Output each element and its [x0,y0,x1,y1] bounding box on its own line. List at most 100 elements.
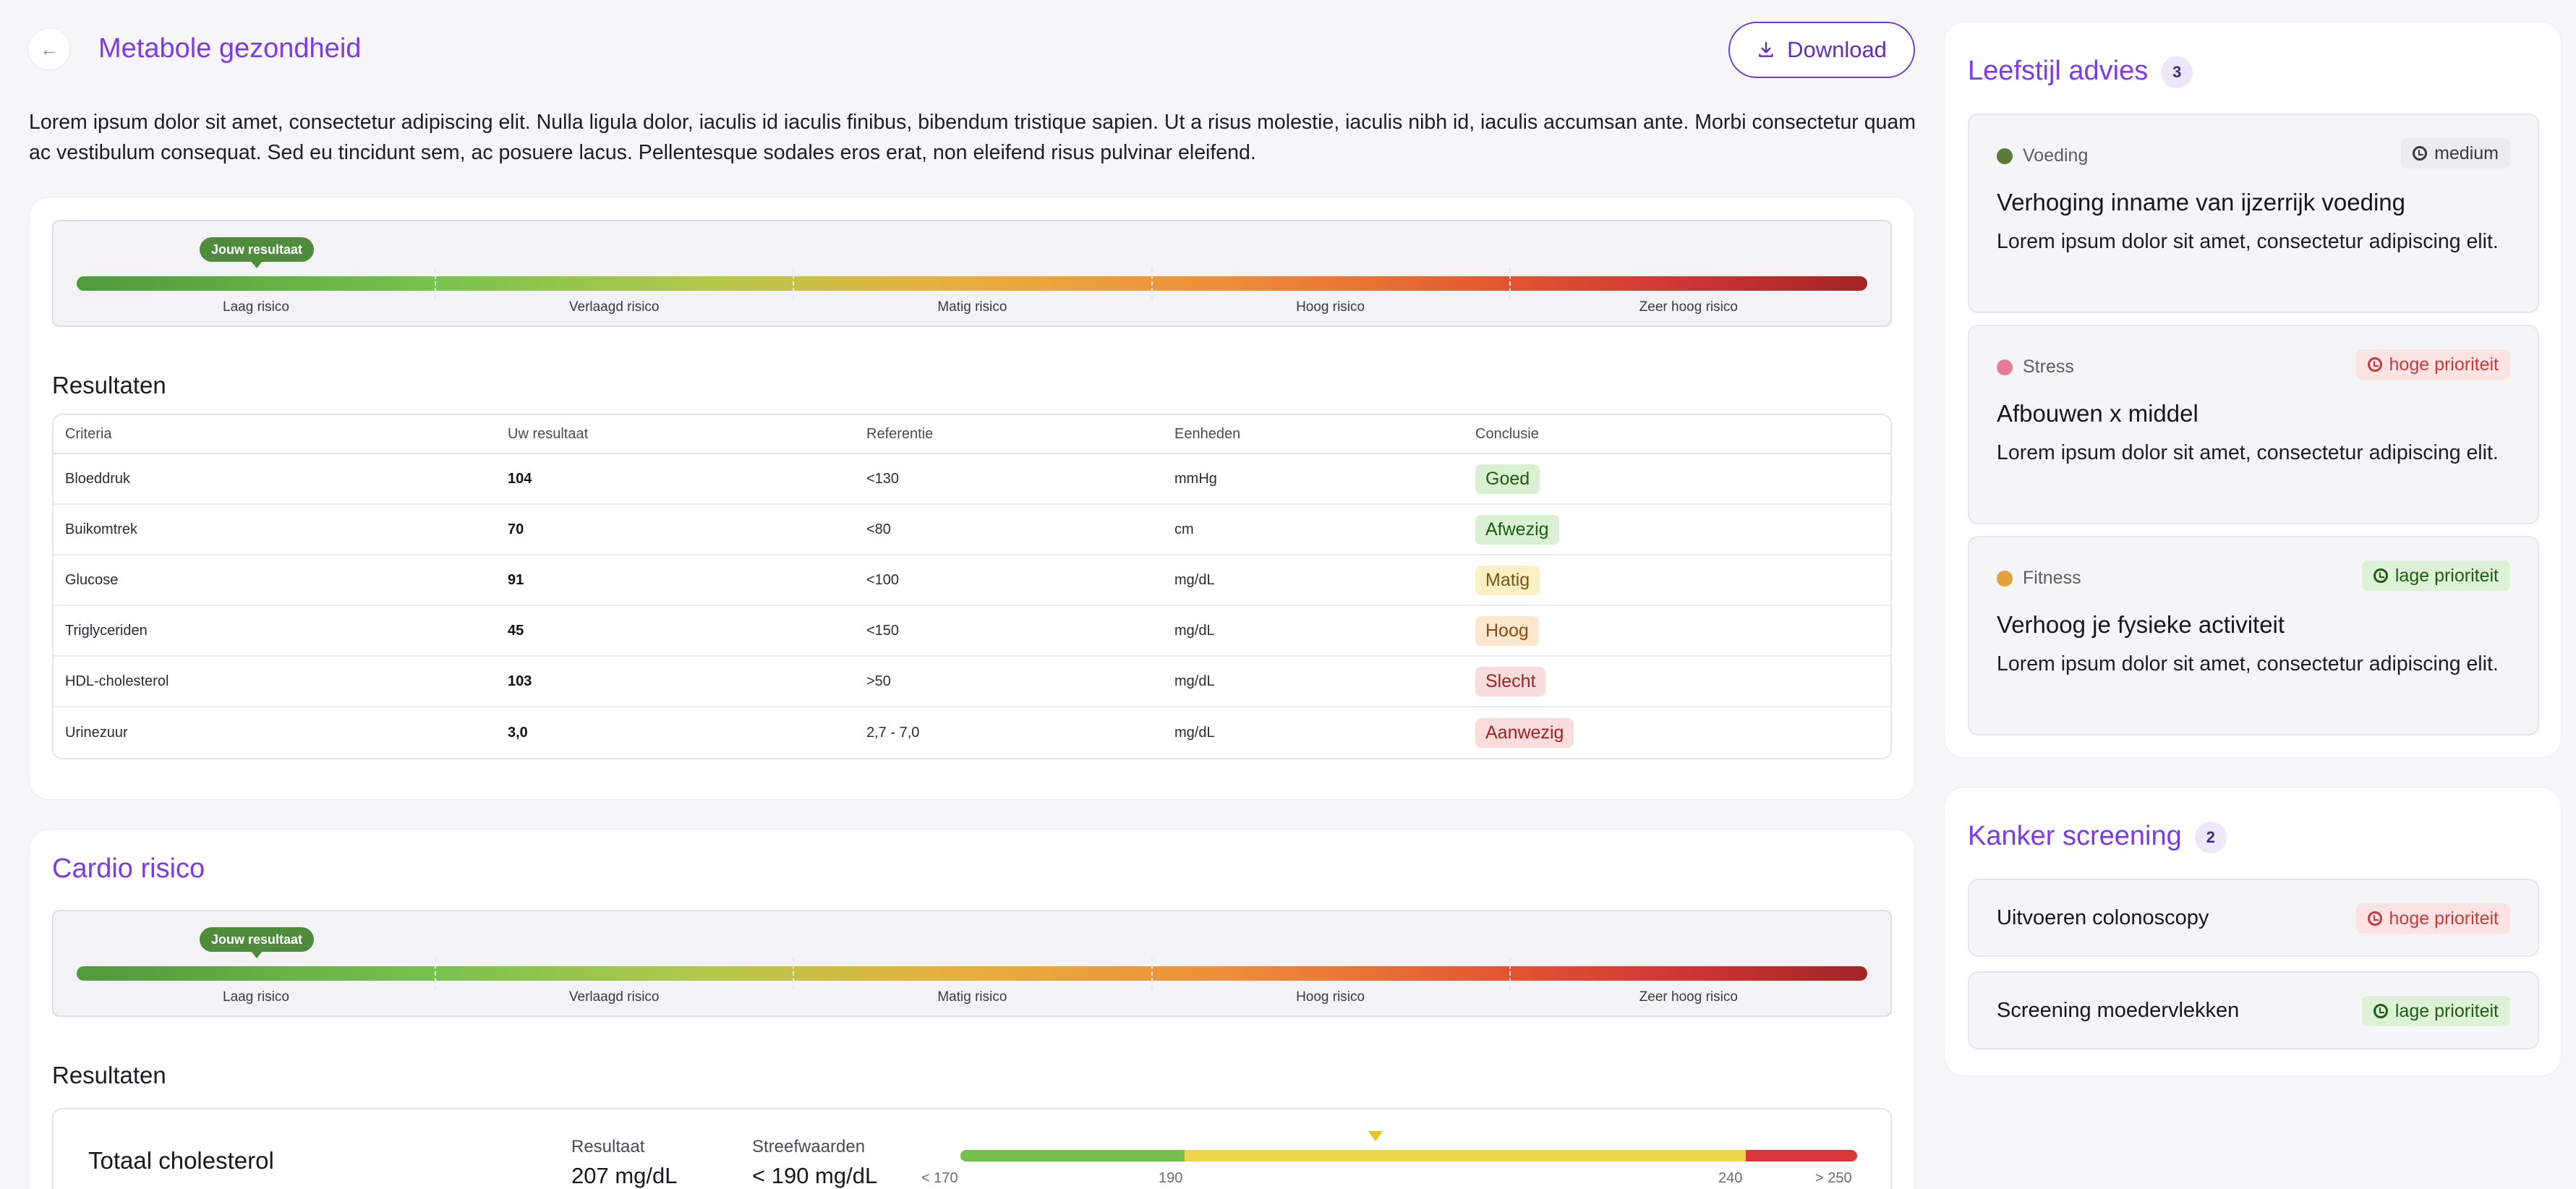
priority-badge: medium [2401,138,2510,169]
your-result-marker: Jouw resultaat [200,237,315,268]
table-cell-criteria: Buikomtrek [65,521,138,537]
download-button[interactable]: Download [1728,22,1915,78]
target-value: < 190 mg/dL [752,1163,878,1188]
risk-separator [793,268,795,299]
status-badge: Hoog [1475,615,1539,646]
priority-badge: hoge prioriteit [2355,903,2510,934]
risk-scale: Laag risico Verlaagd risico Matig risico Ho… [52,910,1892,1017]
risk-separator [435,958,437,989]
download-icon [1759,42,1773,57]
cholesterol-bar [960,1131,1857,1162]
screening-item[interactable]: Uitvoeren colonoscopy hoge prioriteit [1968,879,2539,957]
results-title: Resultaten [52,372,166,399]
tick-label: < 170 [921,1170,958,1186]
brain-icon [1997,359,2013,375]
table-header: Criteria Uw resultaat Referentie Eenhede… [54,415,1890,454]
status-badge: Slecht [1475,666,1546,696]
table-row: Glucose 91 <100 mg/dL Matig [54,555,1890,606]
food-icon [1997,148,2013,164]
result-value: 207 mg/dL [571,1163,678,1188]
table-cell-unit: mg/dL [1174,724,1215,741]
advice-card[interactable]: Voeding medium Verhoging inname van ijzerr… [1968,114,2539,313]
table-cell-unit: mg/dL [1174,622,1215,639]
screening-card: Kanker screening 2 Uitvoeren colonoscopy h… [1944,787,2562,1076]
table-cell-reference: <80 [866,521,891,537]
advice-card[interactable]: Fitness lage prioriteit Verhoog je fysieke… [1968,536,2539,736]
screening-count-badge: 2 [2194,821,2227,853]
risk-separator [435,268,437,299]
priority-label: hoge prioriteit [2389,354,2499,375]
priority-label: medium [2434,142,2499,163]
advice-text: Lorem ipsum dolor sit amet, consectetur … [1997,441,2499,464]
table-cell-conclusion: Slecht [1475,657,1546,706]
advice-text: Lorem ipsum dolor sit amet, consectetur … [1997,230,2499,253]
table-cell-criteria: HDL-cholesterol [65,673,169,689]
advice-title: Verhoog je fysieke activiteit [1997,611,2285,638]
column-header: Uw resultaat [508,425,589,442]
table-cell-reference: >50 [866,673,891,689]
cholesterol-panel: Totaal cholesterol Resultaat 207 mg/dL S… [52,1108,1892,1189]
table-cell-criteria: Bloeddruk [65,470,131,487]
table-cell-conclusion: Matig [1475,555,1540,605]
column-header: Criteria [65,425,112,442]
result-marker [1368,1131,1383,1141]
table-cell-result: 3,0 [508,724,528,741]
advice-category: Voeding [1997,145,2088,166]
table-cell-result: 91 [508,571,524,588]
clock-icon [2373,568,2388,583]
table-cell-result: 70 [508,521,524,537]
category-label: Fitness [2023,568,2081,588]
table-cell-conclusion: Aanwezig [1475,707,1574,758]
priority-label: lage prioriteit [2394,565,2499,586]
screening-title-text: Kanker screening [1968,821,2182,851]
category-label: Voeding [2023,145,2089,166]
risk-separator [1151,958,1153,989]
result-label: Resultaat [571,1137,645,1156]
risk-separator [1509,958,1511,989]
advice-title: Verhoging inname van ijzerrijk voeding [1997,189,2405,216]
risk-level-label: Matig risico [937,299,1007,315]
screening-item[interactable]: Screening moedervlekken lage prioriteit [1968,971,2539,1049]
risk-level-label: Matig risico [937,989,1007,1005]
status-badge: Aanwezig [1475,717,1574,748]
screening-title: Screening moedervlekken [1997,998,2240,1022]
table-cell-reference: <130 [866,470,900,487]
risk-level-label: Verlaagd risico [568,299,660,315]
clock-icon [2373,1004,2388,1018]
results-table: Criteria Uw resultaat Referentie Eenhede… [52,414,1892,759]
intro-text: Lorem ipsum dolor sit amet, consectetur … [29,111,1916,164]
table-row: Buikomtrek 70 <80 cm Afwezig [54,505,1890,555]
cholesterol-title: Totaal cholesterol [88,1147,274,1174]
priority-badge: lage prioriteit [2361,996,2510,1026]
clock-icon [2367,911,2382,926]
risk-level-label: Hoog risico [1296,989,1365,1005]
column-header: Referentie [866,425,934,442]
table-cell-result: 104 [508,470,532,487]
table-cell-conclusion: Hoog [1475,606,1539,655]
table-cell-conclusion: Afwezig [1475,505,1559,554]
risk-separator [793,958,795,989]
risk-level-label: Laag risico [223,299,289,315]
status-badge: Goed [1475,464,1540,494]
risk-gradient-bar [77,966,1867,981]
screening-title: Uitvoeren colonoscopy [1997,905,2209,929]
table-cell-unit: mg/dL [1174,673,1215,689]
lifestyle-count-badge: 3 [2161,56,2193,88]
advice-category: Stress [1997,357,2074,378]
column-header: Eenheden [1174,425,1241,442]
table-cell-reference: <150 [866,622,900,639]
back-button[interactable]: ← [29,29,69,69]
table-row: Triglyceriden 45 <150 mg/dL Hoog [54,606,1890,657]
clock-icon [2413,146,2428,161]
table-cell-conclusion: Goed [1475,454,1540,503]
download-label: Download [1787,37,1887,62]
advice-card[interactable]: Stress hoge prioriteit Afbouwen x middel Lo… [1968,325,2539,524]
tick-label: > 250 [1815,1170,1852,1186]
risk-level-label: Laag risico [223,989,289,1005]
cardio-title: Cardio risico [52,853,205,884]
risk-separator [1509,268,1511,299]
risk-level-label: Hoog risico [1296,299,1365,315]
column-header: Conclusie [1475,425,1539,442]
table-cell-criteria: Glucose [65,571,119,588]
table-row: Urinezuur 3,0 2,7 - 7,0 mg/dL Aanwezig [54,707,1890,758]
